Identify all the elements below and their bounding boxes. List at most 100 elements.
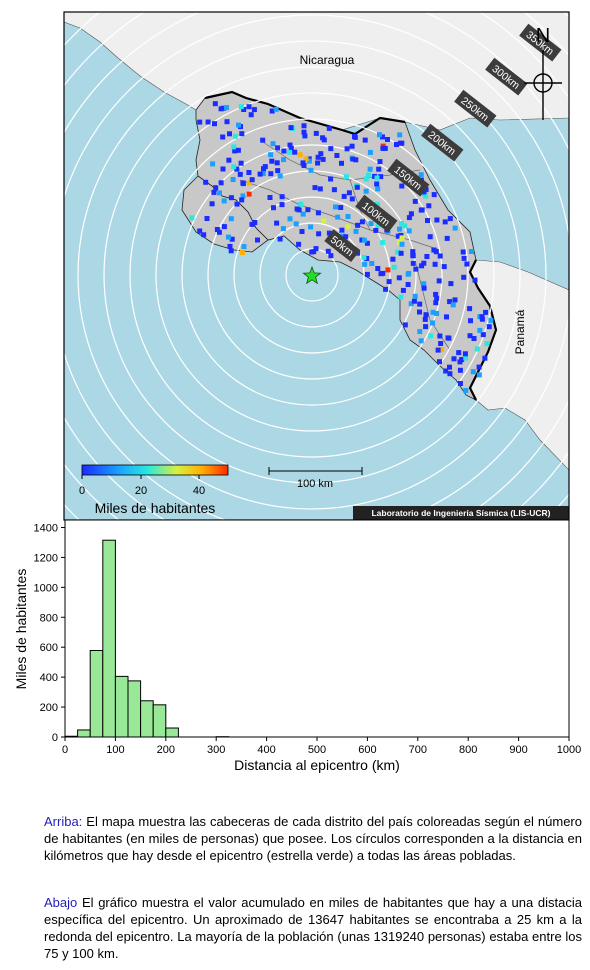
population-point: [368, 221, 374, 227]
population-point: [320, 156, 326, 162]
population-point: [402, 322, 408, 328]
population-point: [275, 168, 281, 174]
population-point: [296, 241, 302, 247]
population-point: [474, 346, 480, 352]
population-point: [234, 201, 240, 207]
population-point: [427, 234, 433, 240]
population-point: [246, 170, 252, 175]
colorbar-tick: 20: [135, 485, 147, 497]
distance-ring: [129, 92, 495, 458]
population-point: [423, 193, 429, 199]
population-point: [361, 237, 367, 243]
population-point: [261, 166, 266, 172]
population-point: [234, 166, 240, 172]
population-point: [334, 153, 340, 158]
population-point: [316, 231, 322, 237]
northern-border: [204, 90, 406, 136]
population-point: [363, 176, 369, 182]
population-point: [413, 266, 419, 272]
population-point: [442, 219, 448, 225]
population-point: [423, 312, 429, 318]
population-point: [328, 253, 334, 259]
population-point: [205, 119, 211, 125]
population-point: [220, 134, 226, 140]
scale-bar: 100 km: [268, 467, 363, 490]
population-point: [417, 309, 422, 315]
population-point: [267, 195, 273, 200]
scale-label: 100 km: [297, 478, 333, 490]
population-point: [425, 218, 430, 223]
population-point: [315, 154, 321, 160]
population-point: [211, 189, 217, 195]
population-point: [203, 179, 209, 185]
histogram-bar: [140, 700, 154, 738]
population-point: [380, 240, 386, 246]
histogram-bar: [165, 727, 179, 738]
population-point: [287, 142, 293, 148]
population-point: [226, 157, 232, 163]
population-map: Nicaragua Panamá 50km 100km 150km 200km …: [63, 11, 570, 521]
population-point: [277, 236, 283, 242]
population-point: [217, 190, 222, 196]
population-point: [395, 233, 401, 239]
population-point: [212, 121, 217, 127]
population-point: [363, 188, 369, 194]
population-point: [343, 234, 349, 240]
population-point: [315, 210, 321, 216]
population-point: [419, 263, 425, 269]
x-tick-label: 500: [308, 744, 326, 756]
distance-ring: [64, 14, 569, 520]
population-point: [444, 314, 449, 320]
population-point: [394, 142, 399, 147]
population-point: [431, 192, 437, 198]
population-point: [241, 244, 247, 250]
population-point: [318, 151, 324, 157]
distance-ring: [77, 40, 547, 510]
population-point: [301, 129, 307, 135]
population-point: [408, 301, 414, 307]
histogram-bar: [89, 649, 104, 738]
population-point: [286, 149, 292, 155]
x-tick-label: 0: [62, 744, 68, 756]
colorbar-gradient: [81, 464, 229, 476]
histogram-bar: [64, 735, 79, 738]
population-point: [279, 194, 285, 200]
x-tick-label: 600: [358, 744, 376, 756]
population-point: [313, 246, 319, 252]
population-point: [367, 149, 373, 155]
population-point: [439, 347, 445, 353]
population-point: [471, 336, 477, 341]
population-point: [447, 371, 453, 377]
population-point: [462, 351, 468, 357]
population-point: [228, 248, 234, 254]
population-point: [252, 220, 258, 225]
population-point: [460, 249, 466, 255]
population-point: [482, 355, 488, 361]
population-point: [343, 174, 349, 180]
population-point: [380, 145, 386, 151]
population-point: [231, 144, 237, 150]
population-point: [398, 294, 404, 300]
population-point: [248, 112, 254, 118]
epicenter-star: [302, 265, 322, 285]
y-tick-label: 1400: [34, 522, 58, 534]
x-axis-label: Distancia al epicentro (km): [234, 757, 400, 773]
population-point: [230, 177, 236, 182]
population-point: [375, 186, 381, 192]
population-point: [438, 341, 444, 346]
population-point: [428, 333, 434, 339]
population-point: [374, 181, 380, 187]
population-point: [239, 131, 245, 137]
population-point: [430, 320, 436, 326]
credit-label: Laboratorio de Ingeniería Sísmica (LIS-U…: [371, 508, 550, 518]
population-point: [422, 316, 428, 322]
population-point: [274, 160, 280, 166]
population-point: [238, 160, 244, 166]
x-axis-ticks: 0 100 200 300 400 500 600 700 800 900 1000: [62, 737, 581, 756]
population-point: [212, 101, 218, 107]
population-point: [279, 202, 285, 208]
y-tick-label: 1200: [34, 552, 58, 564]
population-point: [232, 148, 238, 154]
population-point: [312, 185, 318, 191]
population-point: [201, 232, 207, 238]
